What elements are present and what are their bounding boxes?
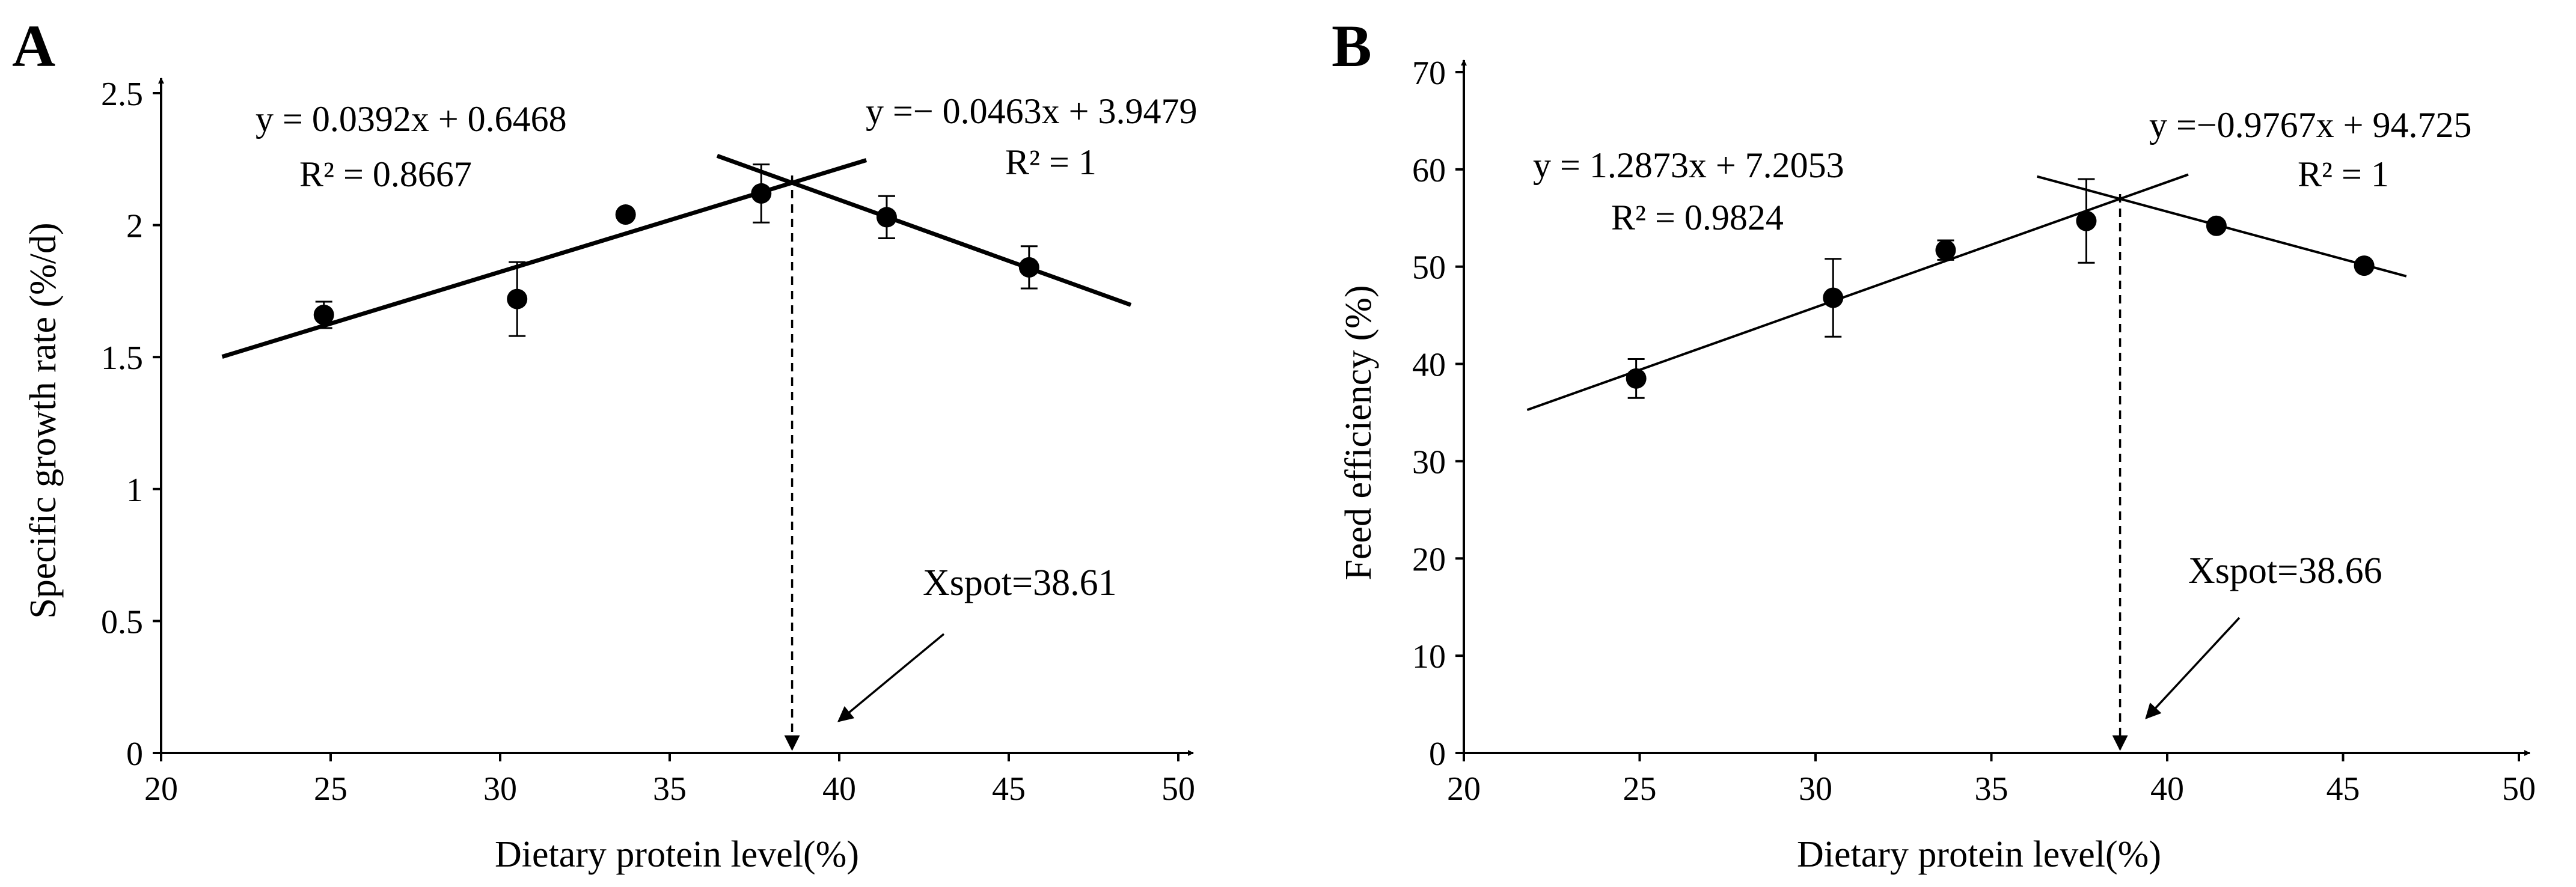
trend-line xyxy=(716,153,1132,307)
panel-a-r2-1: R² = 0.8667 xyxy=(299,154,472,194)
panel-b-y-ticks: 0 10 20 30 40 50 60 70 xyxy=(1412,55,1464,773)
x-tick-label: 35 xyxy=(1975,770,2008,808)
x-tick-label: 20 xyxy=(144,770,178,808)
x-tick-label: 40 xyxy=(822,770,856,808)
panel-a-axes xyxy=(158,78,1194,756)
data-point xyxy=(313,304,334,325)
y-tick-label: 1.5 xyxy=(101,340,143,377)
x-tick-label: 25 xyxy=(314,770,347,808)
data-point xyxy=(876,207,897,228)
y-tick-label: 20 xyxy=(1412,541,1446,578)
y-tick-label: 70 xyxy=(1412,55,1446,92)
y-tick-label: 60 xyxy=(1412,152,1446,189)
data-point xyxy=(1935,240,1956,261)
panel-a-data-points xyxy=(313,183,1039,325)
data-point xyxy=(2076,210,2097,231)
x-tick-label: 30 xyxy=(1799,770,1832,808)
data-point xyxy=(2354,255,2375,276)
x-tick-label: 50 xyxy=(1161,770,1195,808)
panel-b-xspot-label: Xspot=38.66 xyxy=(2188,550,2382,591)
panel-b-xspot-arrow xyxy=(2145,617,2241,719)
panel-a-eq2: y =− 0.0463x + 3.9479 xyxy=(866,91,1198,131)
panel-b-y-label: Feed efficiency (%) xyxy=(1338,285,1379,580)
panel-b-r2-2: R² = 1 xyxy=(2298,154,2389,194)
panel-a-y-label: Specific growth rate (%/d) xyxy=(23,222,64,618)
data-point xyxy=(2206,215,2227,236)
panel-b-letter: B xyxy=(1332,13,1372,79)
y-tick-label: 0.5 xyxy=(101,603,143,641)
panel-a-x-label: Dietary protein level(%) xyxy=(495,834,859,875)
panel-a-y-ticks: 0 0.5 1 1.5 2 2.5 xyxy=(101,76,161,773)
y-tick-label: 30 xyxy=(1412,444,1446,481)
panel-b-r2-1: R² = 0.9824 xyxy=(1611,198,1784,237)
data-point xyxy=(507,288,528,309)
x-tick-label: 45 xyxy=(992,770,1026,808)
x-tick-label: 45 xyxy=(2327,770,2360,808)
y-tick-label: 2.5 xyxy=(101,76,143,113)
y-tick-label: 0 xyxy=(1429,736,1446,773)
x-tick-label: 35 xyxy=(653,770,687,808)
y-tick-label: 2 xyxy=(126,208,143,245)
x-tick-label: 25 xyxy=(1623,770,1657,808)
data-point xyxy=(1626,368,1647,389)
panel-a-x-ticks: 20 25 30 35 40 45 50 xyxy=(144,753,1195,808)
panel-a-xspot-label: Xspot=38.61 xyxy=(923,562,1117,603)
panel-a-letter: A xyxy=(12,13,55,79)
y-tick-label: 0 xyxy=(126,736,143,773)
panel-a-eq1: y = 0.0392x + 0.6468 xyxy=(255,99,567,139)
panel-b-eq1: y = 1.2873x + 7.2053 xyxy=(1533,145,1844,185)
x-tick-label: 50 xyxy=(2502,770,2536,808)
panel-b-x-ticks: 20 25 30 35 40 45 50 xyxy=(1447,753,2536,808)
data-point xyxy=(1018,257,1039,278)
y-tick-label: 50 xyxy=(1412,249,1446,287)
y-tick-label: 40 xyxy=(1412,347,1446,384)
data-point xyxy=(615,204,636,225)
panel-a-r2-2: R² = 1 xyxy=(1005,142,1097,182)
panel-a-xspot-arrow xyxy=(837,633,945,722)
data-point xyxy=(1823,287,1844,308)
panel-a: A 20 25 30 35 40 45 50 0 0.5 1 1.5 2 2.5 Xspot=38.6… xyxy=(12,13,1198,875)
x-tick-label: 20 xyxy=(1447,770,1481,808)
panel-b: B 20 25 30 35 40 45 50 0 10 20 30 40 50 60 70 Xspot=3… xyxy=(1332,13,2536,875)
x-tick-label: 30 xyxy=(483,770,517,808)
panel-b-data-points xyxy=(1626,210,2375,389)
y-tick-label: 10 xyxy=(1412,638,1446,675)
y-tick-label: 1 xyxy=(126,472,143,509)
data-point xyxy=(751,183,772,204)
panel-b-eq2: y =−0.9767x + 94.725 xyxy=(2149,105,2472,145)
panel-b-axes xyxy=(1461,59,2530,756)
panel-b-x-label: Dietary protein level(%) xyxy=(1797,834,2161,875)
x-tick-label: 40 xyxy=(2150,770,2184,808)
